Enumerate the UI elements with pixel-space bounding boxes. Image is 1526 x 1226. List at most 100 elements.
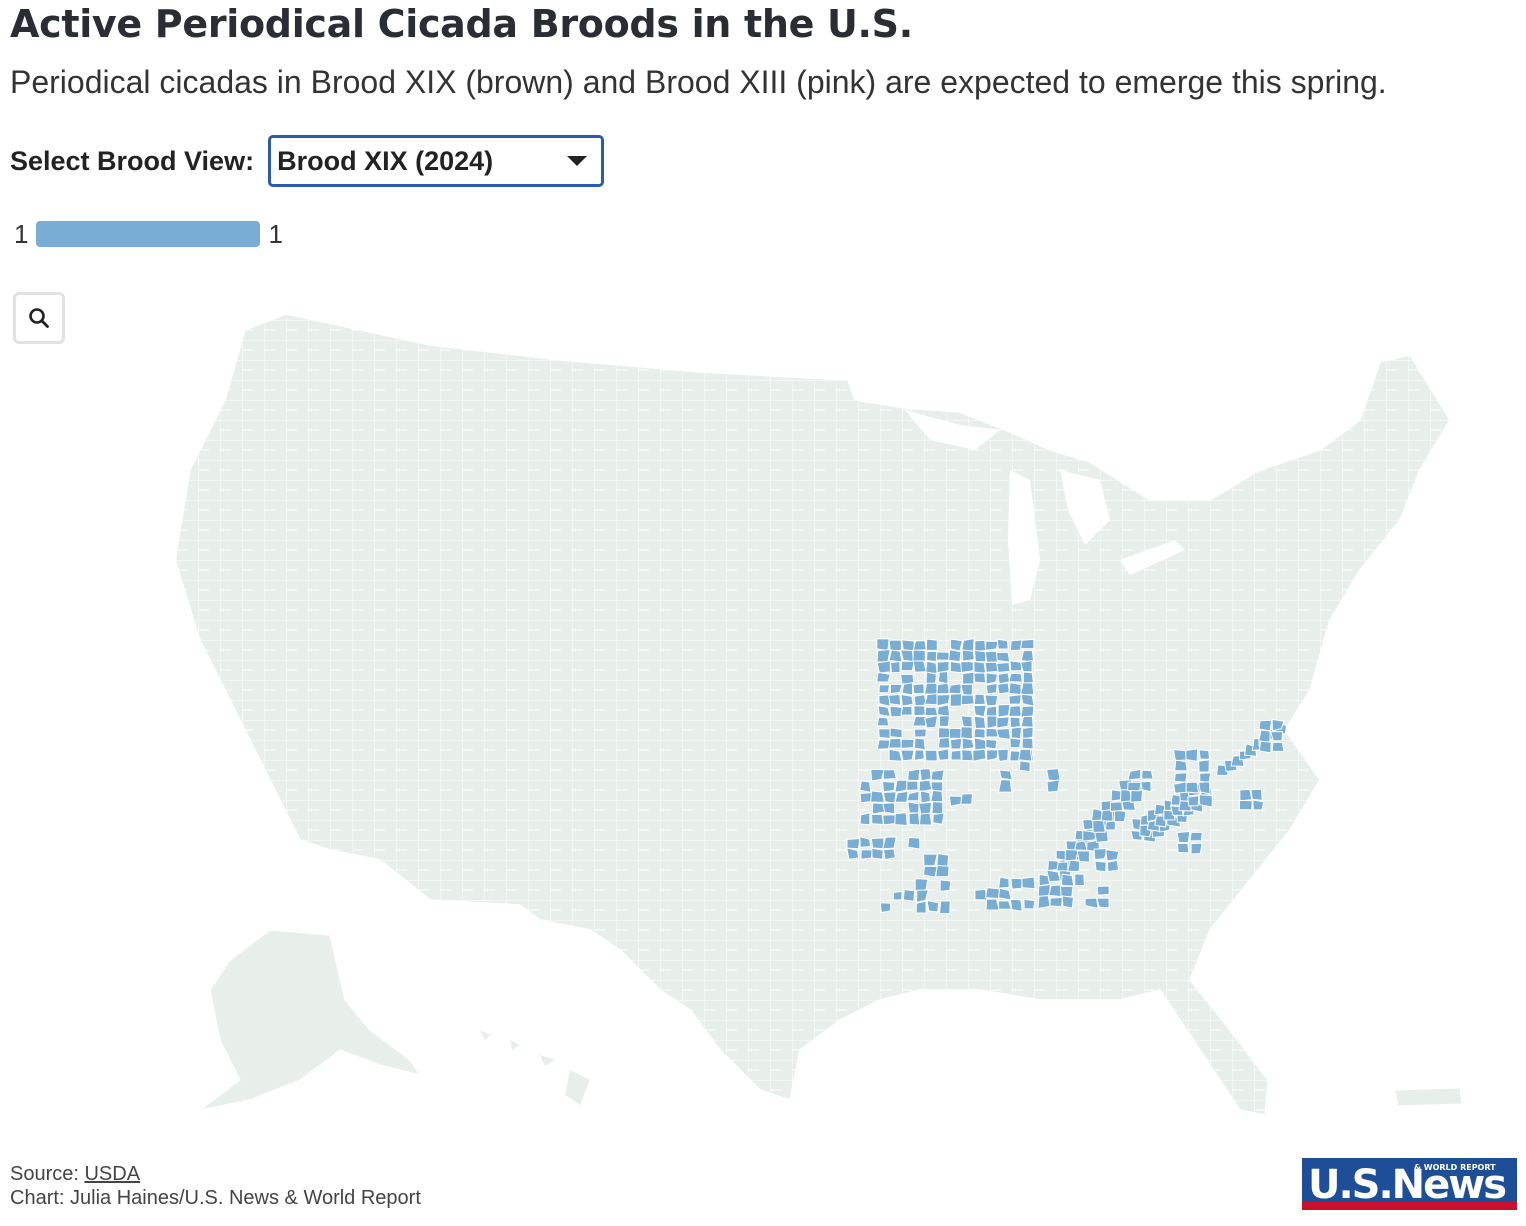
brood-county[interactable] [1174,773,1187,783]
brood-county[interactable] [1131,790,1143,803]
brood-county[interactable] [889,640,901,651]
brood-county[interactable] [907,781,918,790]
brood-county[interactable] [961,716,972,727]
brood-county[interactable] [931,770,944,781]
brood-county[interactable] [913,661,926,672]
brood-county[interactable] [938,728,950,738]
brood-county[interactable] [1022,738,1033,749]
brood-county[interactable] [925,661,937,673]
brood-county[interactable] [1061,874,1073,886]
brood-county[interactable] [1107,860,1118,871]
brood-county[interactable] [931,782,943,791]
brood-county[interactable] [926,672,936,684]
brood-county[interactable] [986,673,997,684]
brood-county[interactable] [949,650,961,662]
brood-county[interactable] [1023,672,1033,684]
brood-county[interactable] [1021,716,1033,727]
brood-county[interactable] [961,695,974,705]
brood-county[interactable] [961,661,974,672]
brood-county[interactable] [1177,831,1190,842]
brood-county[interactable] [986,641,998,650]
brood-county[interactable] [1271,732,1283,741]
brood-county[interactable] [1259,720,1271,730]
brood-county[interactable] [914,706,925,716]
brood-county[interactable] [985,651,998,662]
brood-county[interactable] [1128,769,1141,780]
brood-county[interactable] [986,683,997,693]
brood-county[interactable] [997,717,1010,728]
brood-county[interactable] [924,866,938,877]
us-county-map[interactable] [0,300,1526,1130]
brood-county[interactable] [1047,780,1059,792]
brood-county[interactable] [974,716,985,728]
brood-county[interactable] [925,694,938,705]
brood-county[interactable] [1024,900,1035,909]
brood-county[interactable] [974,738,986,750]
brood-county[interactable] [926,651,936,661]
brood-county[interactable] [987,716,997,729]
brood-county[interactable] [1199,782,1210,794]
brood-county[interactable] [915,879,928,892]
brood-county[interactable] [877,717,888,726]
brood-county[interactable] [913,684,924,694]
brood-county[interactable] [1021,706,1034,718]
brood-county[interactable] [1009,673,1022,682]
brood-county[interactable] [893,892,902,900]
brood-county[interactable] [895,813,908,826]
brood-county[interactable] [1199,795,1212,808]
brood-county[interactable] [914,750,924,760]
brood-county[interactable] [962,750,974,761]
brood-county[interactable] [1272,742,1284,751]
brood-county[interactable] [914,729,926,737]
brood-county[interactable] [974,662,986,674]
brood-county[interactable] [901,694,913,706]
brood-county[interactable] [913,641,926,651]
brood-county[interactable] [975,889,987,900]
brood-county[interactable] [1186,782,1199,793]
brood-county[interactable] [925,750,937,761]
brood-county[interactable] [889,650,902,662]
brood-county[interactable] [999,770,1012,780]
brood-county[interactable] [931,791,943,802]
brood-county[interactable] [1021,661,1032,672]
brood-county[interactable] [890,684,902,693]
brood-county[interactable] [925,683,938,694]
brood-county[interactable] [883,803,895,814]
brood-county[interactable] [1097,898,1109,908]
brood-county[interactable] [902,640,914,651]
brood-county[interactable] [998,683,1010,694]
brood-county[interactable] [1106,850,1119,861]
brood-county[interactable] [884,849,896,860]
brood-county[interactable] [880,903,890,913]
brood-county[interactable] [1075,874,1085,886]
brood-county[interactable] [847,838,860,848]
brood-county[interactable] [924,854,938,866]
brood-county[interactable] [1021,683,1034,695]
brood-county[interactable] [986,899,999,910]
brood-county[interactable] [1061,886,1073,897]
brood-county[interactable] [940,901,951,913]
brood-county[interactable] [949,684,962,694]
brood-county[interactable] [1111,790,1121,801]
brood-county[interactable] [1200,773,1211,783]
brood-county[interactable] [879,729,891,739]
brood-county[interactable] [937,705,949,717]
brood-county[interactable] [919,802,932,814]
brood-county[interactable] [999,901,1012,910]
brood-county[interactable] [961,794,973,805]
brood-county[interactable] [883,792,896,803]
brood-county[interactable] [1174,749,1187,760]
brood-county[interactable] [962,738,974,749]
brood-county[interactable] [950,639,962,651]
brood-county[interactable] [878,706,890,717]
brood-county[interactable] [1177,843,1188,852]
brood-county[interactable] [871,838,884,849]
brood-county[interactable] [909,813,920,825]
brood-county[interactable] [1010,717,1020,728]
brood-county[interactable] [986,739,997,749]
brood-county[interactable] [1020,761,1031,772]
brood-county[interactable] [1253,800,1264,810]
brood-county[interactable] [973,749,986,761]
brood-county[interactable] [938,672,948,684]
brood-county[interactable] [1009,706,1022,717]
